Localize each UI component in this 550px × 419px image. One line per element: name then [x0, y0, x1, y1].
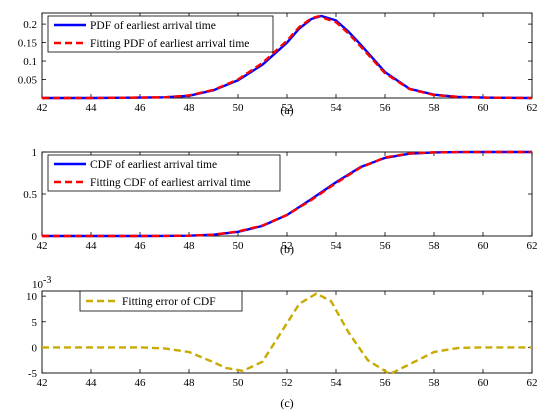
x-tick-label: 46	[135, 377, 147, 389]
x-tick-label: 48	[184, 240, 196, 252]
y-tick-label: 0	[32, 231, 38, 243]
x-tick-label: 46	[135, 240, 147, 252]
x-tick-label: 62	[527, 377, 538, 389]
x-tick-label: 46	[135, 102, 147, 114]
y-tick-label: 0.15	[18, 38, 38, 50]
y-tick-label: 0.5	[23, 189, 37, 201]
legend-box	[47, 154, 281, 192]
series-line-1	[42, 150, 532, 238]
x-tick-label: 44	[86, 377, 98, 389]
x-tick-label: 54	[331, 102, 343, 114]
legend-label: CDF of earliest arrival time	[90, 159, 217, 171]
x-tick-label: 60	[478, 240, 490, 252]
x-tick-label: 42	[37, 377, 48, 389]
legend-label: Fitting error of CDF	[122, 296, 216, 308]
y-exponent-base: 10	[32, 279, 44, 291]
x-tick-label: 56	[380, 102, 392, 114]
series-line-1	[42, 14, 533, 100]
panel-label: (b)	[280, 242, 294, 256]
panel-3: 42 44 46 48 50 52 54 56 58 60 62-5051010-3Fitting …	[26, 275, 538, 410]
panel-label: (a)	[280, 103, 293, 117]
x-tick-label: 54	[331, 240, 343, 252]
x-tick-label: 62	[527, 102, 538, 114]
x-tick-label: 54	[331, 377, 343, 389]
legend: Fitting error of CDF	[79, 290, 243, 312]
x-tick-label: 58	[429, 240, 441, 252]
x-tick-label: 62	[527, 240, 538, 252]
x-tick-label: 56	[380, 377, 392, 389]
x-tick-label: 42	[37, 102, 48, 114]
y-exponent-label: 10-3	[32, 275, 51, 291]
y-exponent-power: -3	[43, 275, 51, 286]
x-tick-label: 56	[380, 240, 392, 252]
legend: CDF of earliest arrival time Fitting CDF …	[47, 154, 281, 192]
series-line-1	[42, 292, 532, 376]
legend: PDF of earliest arrival time Fitting PDF …	[47, 15, 274, 53]
x-tick-label: 52	[282, 102, 293, 114]
x-tick-label: 50	[233, 240, 245, 252]
legend-label: Fitting PDF of earliest arrival time	[90, 38, 249, 50]
x-tick-label: 52	[282, 240, 293, 252]
x-tick-label: 58	[429, 377, 441, 389]
x-tick-label: 42	[37, 240, 48, 252]
legend-box	[79, 290, 243, 312]
y-tick-label: -5	[28, 368, 38, 380]
x-tick-label: 48	[184, 102, 196, 114]
y-tick-label: 0.05	[18, 75, 38, 87]
y-tick-label: 0.1	[23, 56, 37, 68]
panel-2: 42 44 46 48 50 52 54 56 58 60 62 0 0.5 1 CDF of earlie…	[23, 147, 537, 256]
x-tick-label: 44	[86, 240, 98, 252]
y-tick-label: 0	[32, 342, 38, 354]
x-tick-label: 60	[478, 102, 490, 114]
x-tick-label: 50	[233, 377, 245, 389]
panel-label: (c)	[280, 396, 293, 410]
legend-label: PDF of earliest arrival time	[90, 20, 216, 32]
y-tick-label: 10	[26, 291, 38, 303]
x-tick-label: 50	[233, 102, 245, 114]
y-tick-label: 5	[32, 317, 38, 329]
x-tick-label: 44	[86, 102, 98, 114]
x-tick-label: 60	[478, 377, 490, 389]
x-tick-label: 52	[282, 377, 293, 389]
y-tick-label: 0.2	[23, 19, 37, 31]
y-tick-label: 1	[32, 147, 38, 159]
panel-1: 42 44 46 48 50 52 54 56 58 60 62 0.05 0.1 0.15 0.2 PDF …	[18, 12, 538, 117]
x-tick-label: 58	[429, 102, 441, 114]
legend-box	[47, 15, 274, 53]
x-tick-label: 48	[184, 377, 196, 389]
legend-label: Fitting CDF of earliest arrival time	[90, 177, 251, 189]
